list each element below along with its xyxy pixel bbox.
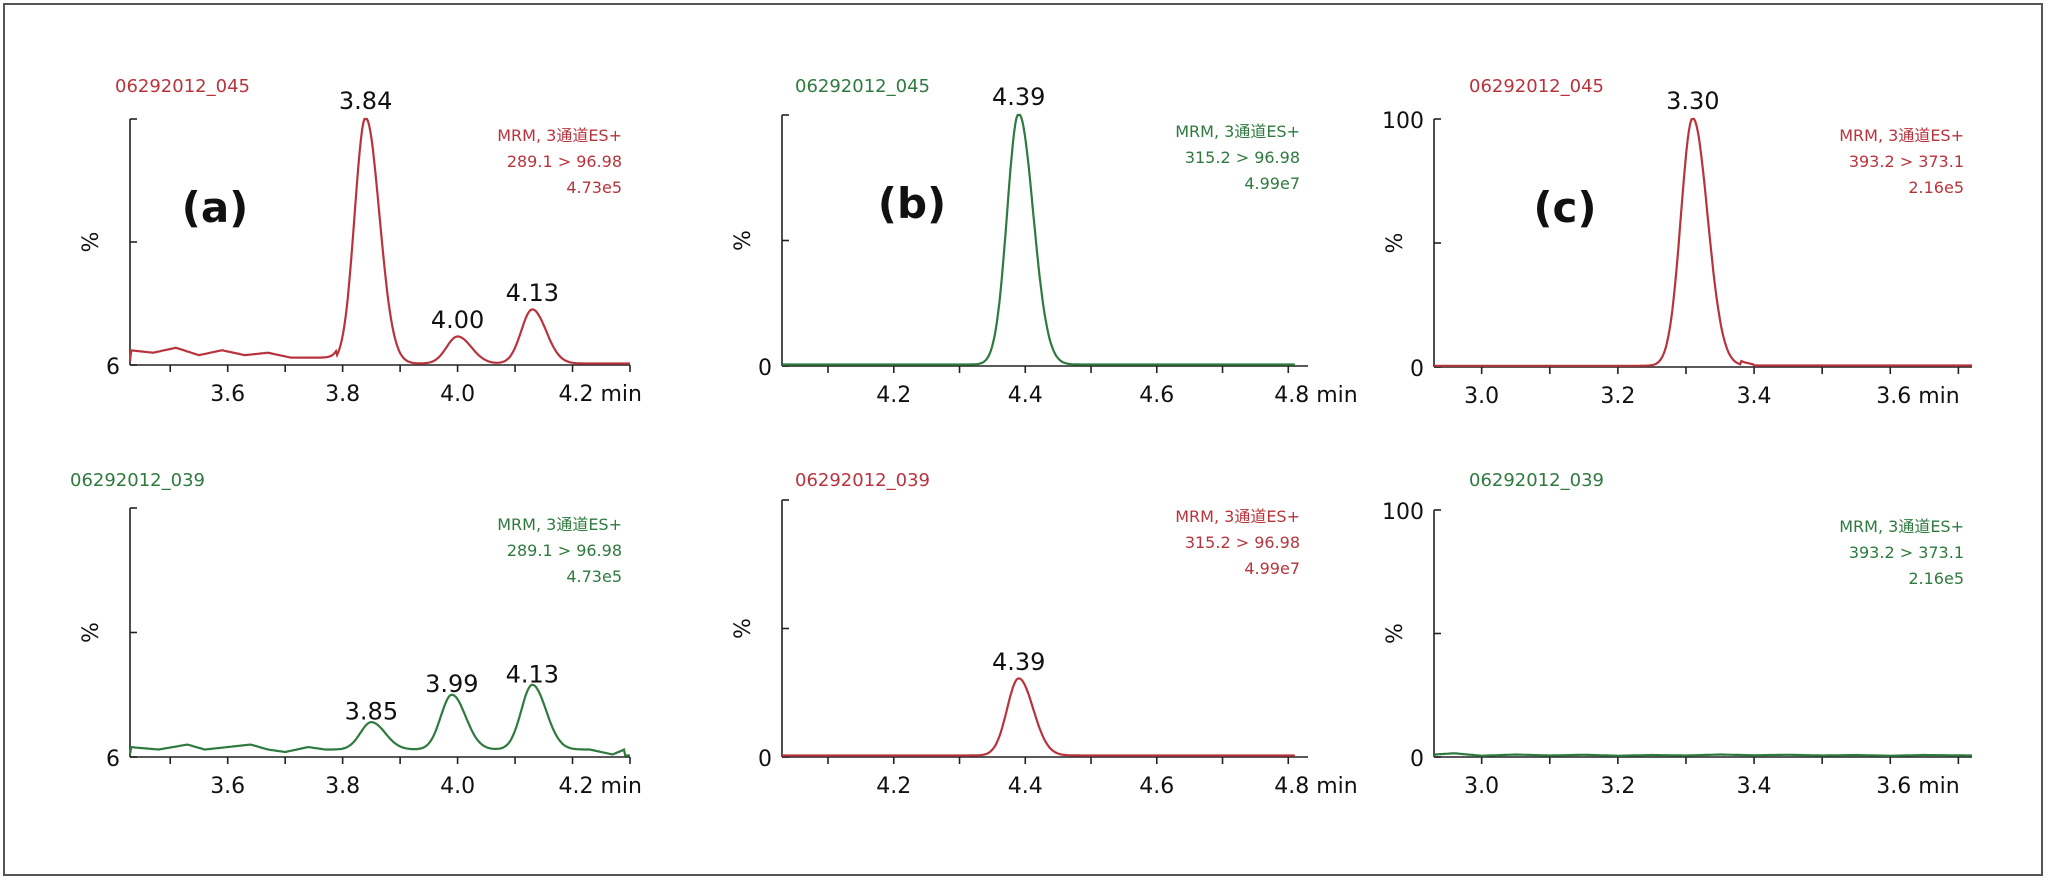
x-tick-label: 4.6 xyxy=(1139,774,1174,799)
intensity-label: 4.73e5 xyxy=(566,567,622,586)
x-tick-label: 3.8 xyxy=(325,774,360,799)
x-tick-label: 3.2 xyxy=(1600,384,1635,409)
method-label: MRM, 3通道ES+ xyxy=(497,126,622,145)
chromatogram-trace xyxy=(1433,752,1972,758)
intensity-label: 4.73e5 xyxy=(566,178,622,197)
method-label: MRM, 3通道ES+ xyxy=(497,515,622,534)
peak-label: 3.84 xyxy=(339,87,392,115)
x-tick-label: 3.0 xyxy=(1464,774,1499,799)
x-tick-label: 3.4 xyxy=(1737,774,1772,799)
chromatogram-trace xyxy=(782,113,1295,366)
sample-name: 06292012_045 xyxy=(795,76,930,97)
transition-label: 315.2 > 96.98 xyxy=(1185,533,1300,552)
transition-label: 393.2 > 373.1 xyxy=(1849,152,1964,171)
y-tick-label: 6 xyxy=(106,747,120,772)
peak-label: 4.13 xyxy=(506,660,559,688)
x-tick-label: 3.0 xyxy=(1464,384,1499,409)
x-tick-label: 4.8 min xyxy=(1274,383,1357,408)
y-axis-label: % xyxy=(79,232,104,253)
y-axis-label: % xyxy=(731,230,756,251)
y-tick-label: 6 xyxy=(106,355,120,380)
y-tick-label: 0 xyxy=(1410,747,1424,772)
x-tick-label: 3.8 xyxy=(325,382,360,407)
peak-label: 4.13 xyxy=(506,279,559,307)
peak-label: 4.00 xyxy=(431,306,484,334)
x-tick-label: 3.6 min xyxy=(1876,774,1959,799)
sample-name: 06292012_039 xyxy=(795,470,930,491)
intensity-label: 4.99e7 xyxy=(1244,174,1300,193)
method-label: MRM, 3通道ES+ xyxy=(1175,507,1300,526)
y-axis-label: % xyxy=(1383,623,1408,644)
transition-label: 315.2 > 96.98 xyxy=(1185,148,1300,167)
peak-label: 3.85 xyxy=(345,698,398,726)
x-tick-label: 3.4 xyxy=(1737,384,1772,409)
chromatogram-trace xyxy=(128,117,630,365)
x-tick-label: 4.8 min xyxy=(1274,774,1357,799)
method-label: MRM, 3通道ES+ xyxy=(1839,517,1964,536)
y-tick-label: 100 xyxy=(1382,109,1424,134)
method-label: MRM, 3通道ES+ xyxy=(1175,122,1300,141)
transition-label: 289.1 > 96.98 xyxy=(507,541,622,560)
x-tick-label: 4.2 min xyxy=(559,774,642,799)
panel-label: (c) xyxy=(1533,183,1596,232)
sample-name: 06292012_039 xyxy=(70,470,205,491)
peak-label: 4.39 xyxy=(992,83,1045,111)
panel-label: (a) xyxy=(182,183,249,232)
y-tick-label: 0 xyxy=(1410,357,1424,382)
y-tick-label: 100 xyxy=(1382,500,1424,525)
x-tick-label: 4.4 xyxy=(1008,774,1043,799)
x-tick-label: 4.4 xyxy=(1008,383,1043,408)
x-tick-label: 3.6 xyxy=(210,774,245,799)
peak-label: 3.30 xyxy=(1666,87,1719,115)
x-tick-label: 3.6 xyxy=(210,382,245,407)
sample-name: 06292012_045 xyxy=(115,76,250,97)
x-tick-label: 4.2 min xyxy=(559,382,642,407)
sample-name: 06292012_045 xyxy=(1469,76,1604,97)
method-label: MRM, 3通道ES+ xyxy=(1839,126,1964,145)
intensity-label: 2.16e5 xyxy=(1908,178,1964,197)
y-axis-label: % xyxy=(731,618,756,639)
x-tick-label: 4.0 xyxy=(440,382,475,407)
x-tick-label: 4.0 xyxy=(440,774,475,799)
transition-label: 393.2 > 373.1 xyxy=(1849,543,1964,562)
y-tick-label: 0 xyxy=(758,747,772,772)
chromatogram-trace xyxy=(1434,117,1972,367)
intensity-label: 4.99e7 xyxy=(1244,559,1300,578)
chromatogram-trace xyxy=(128,683,630,757)
x-tick-label: 3.2 xyxy=(1600,774,1635,799)
sample-name: 06292012_039 xyxy=(1469,470,1604,491)
figure-border xyxy=(3,3,2043,876)
y-tick-label: 0 xyxy=(758,356,772,381)
y-axis-label: % xyxy=(79,622,104,643)
x-tick-label: 3.6 min xyxy=(1876,384,1959,409)
transition-label: 289.1 > 96.98 xyxy=(507,152,622,171)
x-tick-label: 4.2 xyxy=(876,774,911,799)
y-axis-label: % xyxy=(1383,233,1408,254)
x-tick-label: 4.6 xyxy=(1139,383,1174,408)
peak-label: 3.99 xyxy=(425,670,478,698)
panel-label: (b) xyxy=(878,179,946,228)
intensity-label: 2.16e5 xyxy=(1908,569,1964,588)
peak-label: 4.39 xyxy=(992,648,1045,676)
x-tick-label: 4.2 xyxy=(876,383,911,408)
chromatogram-trace xyxy=(782,677,1295,757)
